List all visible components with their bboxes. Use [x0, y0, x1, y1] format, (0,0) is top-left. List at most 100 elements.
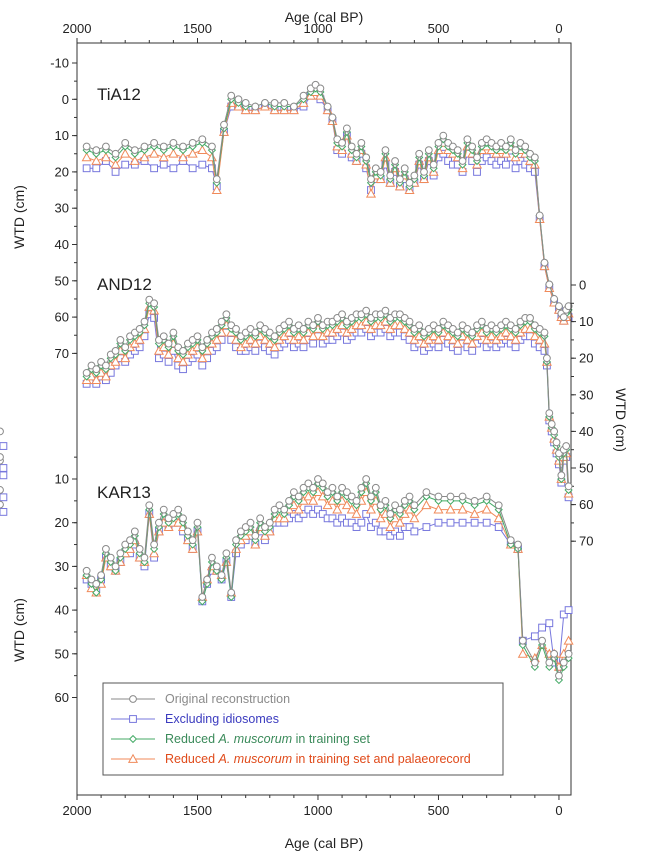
data-point — [316, 84, 325, 93]
data-point — [502, 160, 510, 169]
legend-marker — [129, 695, 137, 703]
data-point — [362, 510, 371, 518]
data-point — [367, 492, 375, 501]
data-point — [362, 153, 371, 162]
data-point — [530, 658, 539, 667]
data-point — [111, 168, 120, 176]
legend-marker — [129, 715, 137, 723]
data-point — [211, 334, 222, 344]
data-point — [193, 518, 202, 527]
data-point — [149, 148, 160, 158]
series-reduced_both — [81, 86, 574, 325]
data-point — [82, 142, 91, 151]
data-point — [322, 499, 333, 510]
data-point — [164, 514, 173, 523]
data-point — [121, 540, 130, 549]
legend-marker — [127, 753, 139, 763]
data-point — [212, 175, 221, 184]
data-point — [303, 491, 314, 501]
data-point — [347, 492, 356, 501]
data-point — [159, 142, 168, 151]
data-point — [394, 320, 405, 330]
data-point — [386, 171, 395, 180]
y-tick-label: 60 — [55, 690, 69, 705]
panel-and12: 0 10 20 30 40 50 60 70 WTD (cm) AND12 — [0, 275, 629, 549]
data-point — [294, 514, 303, 523]
data-point — [506, 135, 515, 144]
y-tick-label: 10 — [55, 472, 69, 487]
data-point — [91, 155, 102, 165]
y-tick-label: 50 — [579, 461, 593, 476]
data-point — [110, 159, 121, 169]
data-point — [468, 346, 477, 355]
data-point — [92, 164, 101, 173]
data-point — [280, 99, 289, 107]
data-point — [110, 356, 121, 366]
series-original — [0, 295, 573, 509]
data-point — [526, 314, 534, 322]
data-point — [174, 505, 183, 514]
series-line — [86, 95, 569, 322]
data-point — [365, 188, 377, 198]
legend-label: Original reconstruction — [165, 692, 290, 706]
data-point — [396, 505, 404, 514]
data-point — [400, 164, 409, 173]
data-point — [338, 483, 346, 492]
data-point — [521, 142, 530, 151]
data-point — [538, 623, 546, 632]
data-point — [159, 505, 168, 514]
data-point — [505, 331, 516, 341]
data-point — [439, 131, 448, 140]
series-reduced_train — [82, 479, 573, 685]
data-point — [510, 334, 521, 344]
data-point — [208, 553, 216, 562]
data-point — [517, 648, 528, 658]
data-point — [457, 504, 468, 514]
data-point — [467, 338, 478, 348]
data-point — [422, 523, 431, 531]
data-point — [405, 317, 414, 326]
data-point — [187, 148, 198, 158]
data-point — [261, 523, 269, 531]
series-line — [86, 91, 570, 322]
data-point — [500, 327, 511, 337]
data-point — [280, 505, 289, 514]
data-point — [473, 153, 481, 162]
data-point — [227, 91, 236, 100]
axes-layer: 2000 2000 1500 1500 1000 1000 500 500 0 0 Age (cal… — [63, 9, 572, 851]
data-point — [357, 518, 366, 527]
data-point — [552, 438, 561, 447]
data-point — [351, 508, 362, 518]
data-point — [514, 540, 522, 549]
y-axis-label: WTD (cm) — [613, 388, 629, 452]
data-point — [477, 317, 486, 326]
data-point — [135, 325, 144, 333]
y-tick-label: 0 — [62, 92, 69, 107]
data-point — [341, 499, 352, 510]
data-point — [0, 508, 8, 516]
data-point — [82, 164, 91, 173]
data-point — [399, 323, 410, 333]
data-point — [232, 325, 240, 333]
data-point — [453, 146, 462, 155]
data-point — [545, 619, 554, 628]
data-point — [251, 102, 260, 111]
data-point — [333, 518, 342, 527]
data-point — [0, 486, 4, 494]
y-tick-label: 30 — [55, 201, 69, 216]
data-point — [443, 331, 454, 341]
data-point — [391, 527, 399, 536]
data-point — [155, 518, 163, 527]
data-point — [314, 505, 322, 514]
data-point — [139, 152, 150, 162]
data-point — [434, 325, 443, 333]
data-point — [111, 149, 120, 158]
data-point — [511, 325, 520, 333]
data-point — [493, 513, 504, 523]
x-tick-label-bottom: 500 — [428, 803, 450, 818]
data-point — [362, 306, 371, 315]
data-point — [470, 518, 479, 527]
data-point — [150, 540, 159, 549]
data-point — [299, 325, 308, 333]
